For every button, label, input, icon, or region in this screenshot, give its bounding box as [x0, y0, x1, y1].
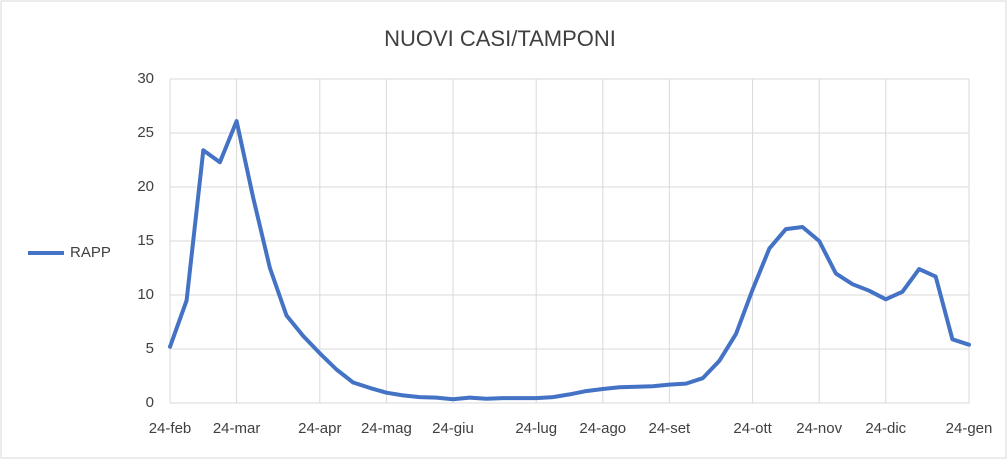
- x-tick-label: 24-ott: [733, 420, 772, 437]
- x-tick-label: 24-mar: [213, 420, 261, 437]
- y-tick-label: 25: [137, 124, 154, 141]
- x-tick-label: 24-dic: [865, 420, 906, 437]
- y-tick-label: 0: [146, 394, 154, 411]
- legend-label: RAPP: [70, 244, 111, 261]
- x-tick-label: 24-gen: [946, 420, 993, 437]
- x-tick-label: 24-ago: [579, 420, 626, 437]
- y-tick-label: 20: [137, 178, 154, 195]
- x-tick-label: 24-feb: [149, 420, 192, 437]
- series-line: [168, 119, 971, 402]
- y-tick-label: 15: [137, 232, 154, 249]
- chart-title: NUOVI CASI/TAMPONI: [384, 26, 616, 51]
- x-tick-label: 24-set: [649, 420, 692, 437]
- x-tick-label: 24-nov: [796, 420, 842, 437]
- x-tick-label: 24-giu: [432, 420, 474, 437]
- y-tick-label: 5: [146, 340, 154, 357]
- x-tick-label: 24-apr: [298, 420, 341, 437]
- y-tick-label: 30: [137, 70, 154, 87]
- y-tick-label: 10: [137, 286, 154, 303]
- x-tick-label: 24-lug: [515, 420, 557, 437]
- x-tick-label: 24-mag: [361, 420, 412, 437]
